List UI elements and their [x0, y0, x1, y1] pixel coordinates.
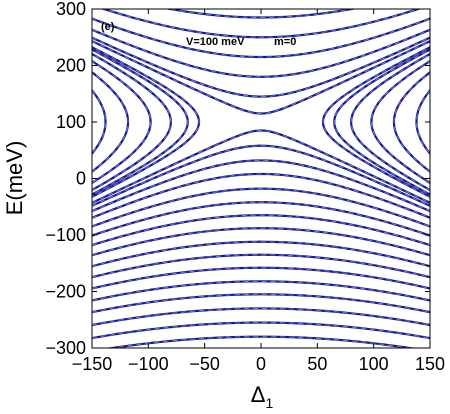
plot-background [92, 9, 430, 348]
upper-band-1-dashed [92, 40, 430, 115]
left-branch-1 [92, 45, 201, 199]
lower-band-15-dashed [92, 322, 430, 339]
right-branch-4-dashed [370, 60, 430, 184]
upper-band-3-dashed [92, 29, 430, 78]
x-tick-label-4: 50 [307, 354, 327, 374]
x-tick-label-0: −150 [72, 354, 113, 374]
right-branch-2-dashed [333, 48, 430, 196]
x-tick-label-3: 0 [256, 354, 266, 374]
x-tick-label-6: 150 [415, 354, 445, 374]
upper-band-4-dashed [92, 18, 430, 58]
y-tick-label-1: −200 [45, 282, 86, 302]
left-branch-4-dashed [92, 60, 152, 184]
right-branch-3-dashed [350, 53, 430, 191]
curves-layer [92, 9, 450, 348]
lower-band-3 [92, 159, 430, 213]
lower-band-4-dashed [92, 173, 430, 219]
y-axis-title: E(meV) [2, 141, 27, 216]
left-branch-2-dashed [92, 48, 189, 196]
lower-band-9-dashed [92, 241, 430, 267]
lower-band-1-dashed [92, 129, 430, 204]
right-branch-7 [441, 9, 450, 348]
x-tick-label-5: 100 [359, 354, 389, 374]
lower-band-7-dashed [92, 214, 430, 246]
lower-band-10-dashed [92, 254, 430, 278]
y-tick-label-4: 100 [56, 112, 86, 132]
y-tick-label-0: −300 [45, 338, 86, 358]
y-tick-label-3: 0 [76, 169, 86, 189]
x-axis-title: Δ1 [251, 382, 274, 411]
lower-band-13-dashed [92, 293, 430, 313]
lower-band-11-dashed [92, 267, 430, 289]
left-branch-3-dashed [92, 53, 172, 191]
lower-band-8-dashed [92, 227, 430, 256]
right-branch-1 [321, 45, 430, 199]
upper-band-6-dashed [167, 9, 355, 18]
lower-band-12-dashed [92, 280, 430, 301]
upper-band-2-dashed [92, 37, 430, 98]
annotation-mass: m=0 [274, 36, 296, 48]
x-tick-label-1: −100 [128, 354, 169, 374]
x-tick-label-2: −50 [189, 354, 220, 374]
annotation-potential: V=100 meV [186, 36, 245, 48]
right-branch-7-dashed [441, 9, 450, 348]
ticks-layer: −150 −100 −50 0 50 100 150 −300 −200 −100 0 100 200 3… [45, 0, 445, 374]
lower-band-5-dashed [92, 188, 430, 227]
x-axis-title-main: Δ [251, 382, 266, 407]
lower-band-6-dashed [92, 201, 430, 237]
lower-band-14-dashed [92, 307, 430, 326]
lower-band-2-dashed [92, 145, 430, 207]
y-tick-label-5: 200 [56, 56, 86, 76]
panel-label: (e) [101, 21, 115, 33]
y-tick-label-6: 300 [56, 0, 86, 19]
x-axis-title-subscript: 1 [265, 395, 273, 411]
upper-band-5-dashed [102, 9, 420, 38]
y-tick-label-2: −100 [45, 225, 86, 245]
